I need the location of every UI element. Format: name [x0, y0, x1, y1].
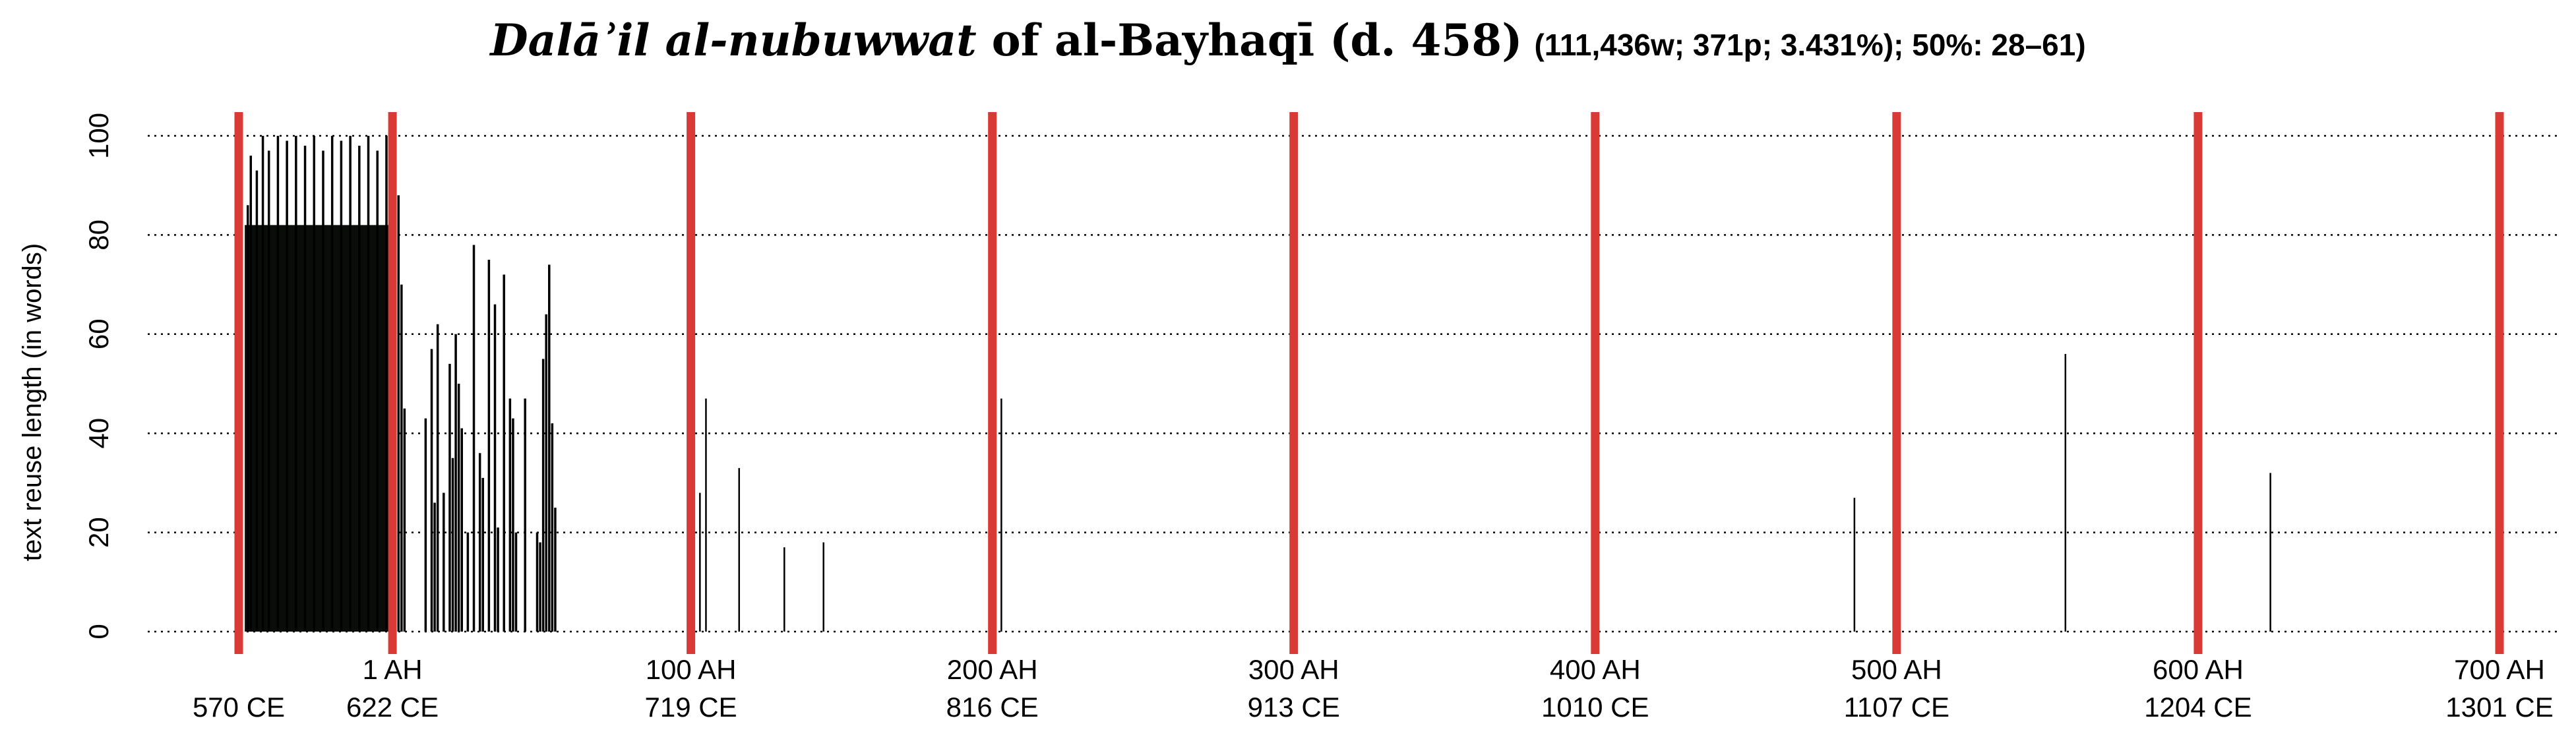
- century-reference-lines: [234, 112, 2504, 654]
- y-tick-label-40: 40: [83, 418, 114, 449]
- bar-series: [246, 136, 2271, 632]
- x-tick-label-ce--50: 570 CE: [193, 692, 285, 723]
- y-axis-tick-labels: 0 20 40 60 80 100: [83, 113, 114, 640]
- x-tick-label-ce-500: 1107 CE: [1844, 692, 1949, 723]
- x-tick-label-ah-300: 300 AH: [1248, 654, 1339, 685]
- chart-title: Dalāʾil al-nubuwwat of al-Bayhaqī (d. 45…: [489, 15, 2085, 66]
- chart-title-book: Dalāʾil al-nubuwwat: [489, 15, 976, 66]
- x-tick-label-ah-400: 400 AH: [1550, 654, 1641, 685]
- x-tick-label-ah-100: 100 AH: [646, 654, 737, 685]
- y-tick-label-0: 0: [83, 624, 114, 639]
- y-axis-label: text reuse length (in words): [18, 243, 47, 561]
- x-tick-label-ce-600: 1204 CE: [2144, 692, 2252, 723]
- x-tick-label-ce-400: 1010 CE: [1541, 692, 1649, 723]
- y-tick-label-80: 80: [83, 220, 114, 251]
- x-tick-label-ce-700: 1301 CE: [2445, 692, 2553, 723]
- x-tick-label-ah-600: 600 AH: [2153, 654, 2244, 685]
- x-tick-label-ce-200: 816 CE: [946, 692, 1039, 723]
- x-tick-label-ah-700: 700 AH: [2454, 654, 2545, 685]
- x-tick-label-ce-100: 719 CE: [645, 692, 737, 723]
- y-tick-label-100: 100: [83, 113, 114, 159]
- x-tick-label-ah-200: 200 AH: [947, 654, 1038, 685]
- chart-title-stats: (111,436w; 371p; 3.431%); 50%: 28–61): [1534, 28, 2085, 62]
- y-tick-label-60: 60: [83, 318, 114, 349]
- dense-bar-fill: [245, 225, 393, 632]
- x-axis-tick-labels: 570 CE 1 AH 622 CE 100 AH 719 CE 200 AH 816 CE…: [193, 654, 2554, 723]
- x-tick-label-ce-300: 913 CE: [1248, 692, 1340, 723]
- chart-title-author: of al-Bayhaqī (d. 458): [977, 15, 1523, 66]
- x-tick-label-ah-1: 1 AH: [363, 654, 423, 685]
- x-tick-label-ah-500: 500 AH: [1851, 654, 1942, 685]
- dense-bar-block: [245, 225, 393, 632]
- x-tick-label-ce-1: 622 CE: [346, 692, 439, 723]
- y-tick-label-20: 20: [83, 517, 114, 548]
